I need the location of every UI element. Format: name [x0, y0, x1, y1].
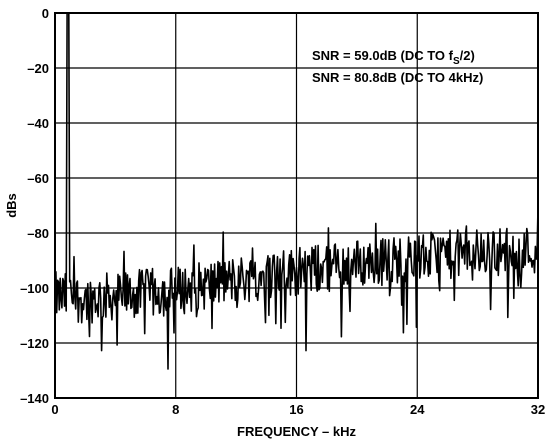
snr-annotations: SNR = 59.0dB (DC TO fS/2) SNR = 80.8dB (D…	[312, 48, 483, 85]
grid	[55, 13, 538, 398]
y-tick-label: –20	[27, 61, 49, 76]
x-tick-label: 0	[51, 402, 58, 417]
x-axis-label: FREQUENCY – kHz	[237, 424, 356, 439]
y-axis-label: dBs	[4, 193, 19, 218]
y-tick-label: 0	[42, 6, 49, 21]
y-tick-label: –80	[27, 226, 49, 241]
plot-frame	[54, 12, 539, 399]
x-tick-labels: 0 8 16 24 32	[51, 402, 545, 417]
spectrum-line	[54, 12, 539, 370]
y-tick-labels: 0 –20 –40 –60 –80 –100 –120 –140	[20, 6, 49, 406]
x-tick-label: 32	[531, 402, 545, 417]
y-tick-label: –40	[27, 116, 49, 131]
snr-annotation: SNR = 59.0dB (DC TO fS/2)	[312, 48, 475, 67]
y-tick-label: –140	[20, 391, 49, 406]
y-tick-label: –60	[27, 171, 49, 186]
x-tick-label: 16	[289, 402, 303, 417]
snr-annotation: SNR = 80.8dB (DC TO 4kHz)	[312, 70, 483, 85]
spectrum-series	[54, 12, 539, 370]
y-tick-label: –100	[20, 281, 49, 296]
x-tick-label: 24	[410, 402, 425, 417]
x-tick-label: 8	[172, 402, 179, 417]
y-tick-label: –120	[20, 336, 49, 351]
